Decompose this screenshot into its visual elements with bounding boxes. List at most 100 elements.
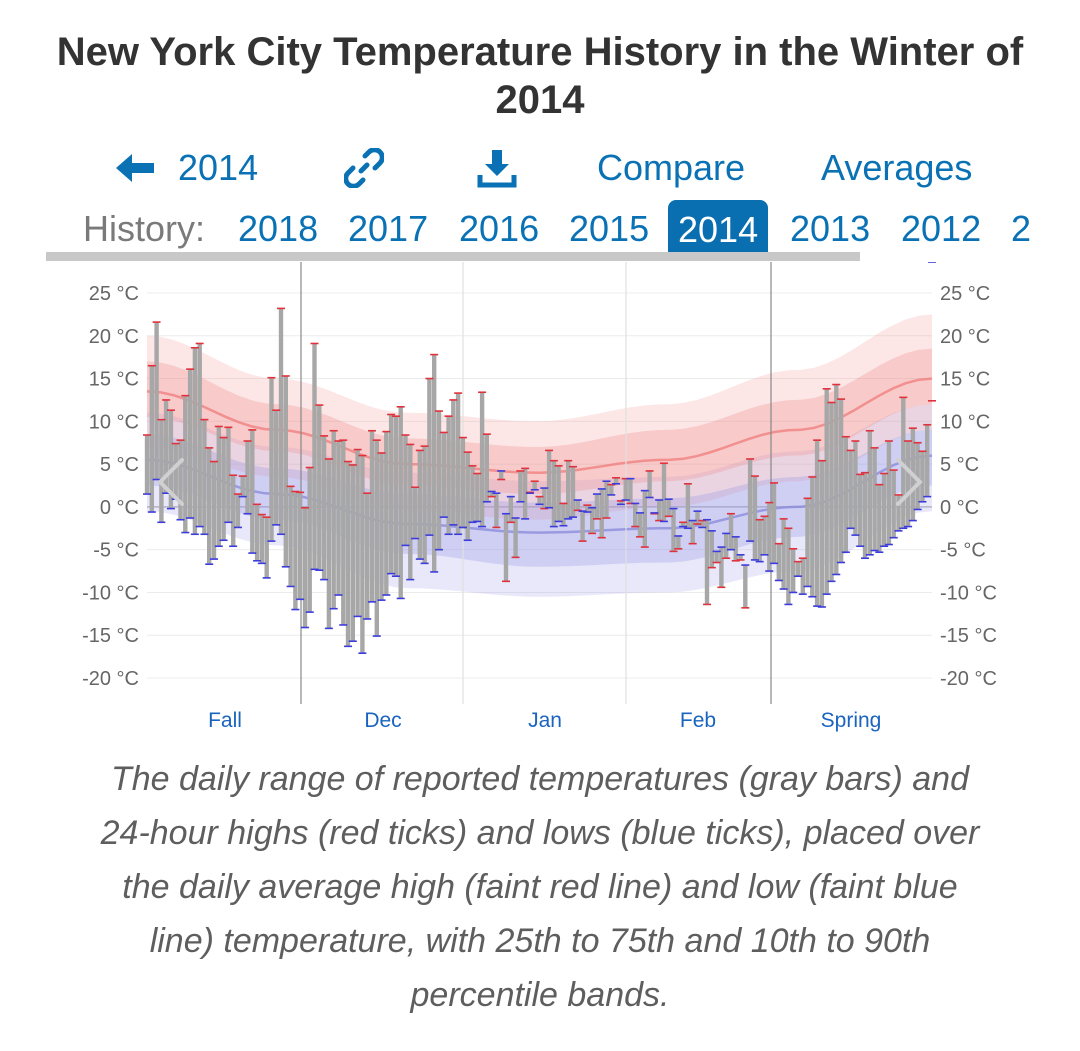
daily-range-bar — [819, 460, 825, 607]
daily-range-bar — [508, 496, 513, 523]
daily-range-bar — [776, 543, 781, 581]
year-link-truncated[interactable]: 2 — [1011, 208, 1032, 249]
year-link-2014-active[interactable]: 2014 — [668, 200, 769, 260]
daily-range-bar — [489, 491, 494, 497]
year-link-2015[interactable]: 2015 — [569, 208, 650, 249]
daily-range-bar — [728, 513, 734, 550]
daily-range-bar — [470, 465, 475, 523]
daily-range-bar — [561, 503, 566, 526]
daily-range-bar — [312, 343, 317, 570]
daily-range-bar — [628, 478, 633, 504]
year-link-2012[interactable]: 2012 — [901, 208, 982, 249]
daily-range-bar — [862, 472, 868, 559]
year-link-2013[interactable]: 2013 — [790, 208, 871, 249]
daily-range-bar — [537, 496, 542, 505]
daily-range-bar — [240, 476, 245, 497]
compare-link[interactable]: Compare — [597, 147, 746, 188]
daily-range-bar — [795, 561, 801, 577]
daily-range-bar — [499, 471, 504, 480]
daily-range-bar — [719, 547, 724, 588]
daily-range-bar — [479, 392, 485, 527]
y-tick-label-right: 0 °C — [940, 497, 979, 519]
daily-range-bar — [432, 354, 437, 572]
link-icon — [344, 148, 384, 188]
year-link-2016[interactable]: 2016 — [459, 208, 540, 249]
daily-range-bar — [838, 399, 844, 563]
daily-range-bar — [814, 440, 820, 607]
daily-range-bar — [881, 473, 887, 547]
daily-range-bar — [920, 451, 925, 502]
y-tick-label-right: 10 °C — [940, 411, 990, 433]
daily-range-bar — [599, 488, 604, 538]
daily-range-bar — [925, 424, 930, 497]
daily-range-bar — [752, 476, 758, 560]
y-tick-label-left: 10 °C — [89, 411, 139, 433]
daily-range-bar — [800, 558, 805, 595]
daily-range-bar — [853, 441, 858, 536]
averages-link[interactable]: Averages — [821, 147, 973, 188]
daily-range-bar — [513, 518, 518, 558]
y-tick-label-left: 20 °C — [89, 326, 139, 348]
temperature-chart: 25 °C 20 °C 15 °C 10 °C 5 °C 0 °C -5 °C -10 °C -… — [82, 262, 997, 732]
y-tick-label-right: 20 °C — [940, 326, 990, 348]
y-tick-label-left: -10 °C — [82, 582, 139, 604]
daily-range-bar — [283, 376, 288, 567]
daily-range-bar — [326, 459, 332, 629]
daily-range-bar — [259, 514, 265, 564]
daily-range-bar — [657, 500, 662, 521]
back-year-link[interactable]: 2014 — [116, 140, 258, 196]
daily-range-bar — [546, 450, 552, 508]
daily-range-bar — [422, 446, 427, 564]
y-tick-label-right: -5 °C — [940, 540, 986, 562]
daily-range-bar — [298, 492, 303, 600]
daily-range-bar — [264, 517, 269, 578]
history-scrollbar[interactable] — [46, 252, 860, 261]
daily-range-bar — [824, 388, 829, 595]
daily-range-bar — [834, 384, 839, 575]
daily-range-bar — [843, 436, 848, 553]
y-axis-left: 25 °C 20 °C 15 °C 10 °C 5 °C 0 °C -5 °C -10 °C -… — [82, 283, 139, 690]
daily-range-bar — [302, 507, 308, 628]
daily-range-bar — [345, 461, 351, 647]
daily-range-bar — [666, 499, 671, 517]
daily-range-bar — [226, 427, 231, 523]
daily-range-bar — [388, 414, 394, 574]
x-axis-label: Spring — [821, 709, 882, 732]
daily-range-bar — [709, 530, 714, 568]
daily-range-bar — [886, 441, 892, 545]
daily-range-bar — [163, 399, 169, 494]
daily-range-bar — [685, 483, 691, 529]
daily-range-bar — [460, 437, 466, 528]
daily-range-bar — [254, 504, 260, 561]
daily-range-bar — [623, 478, 628, 501]
daily-range-bar — [637, 512, 643, 537]
chart-caption: The daily range of reported temperatures… — [100, 760, 980, 1014]
daily-range-bar — [896, 494, 901, 531]
link-button[interactable] — [344, 140, 384, 196]
daily-range-bar — [441, 432, 446, 518]
daily-range-bar — [805, 498, 810, 587]
daily-range-bar — [585, 505, 590, 512]
daily-range-bar — [700, 520, 705, 528]
download-button[interactable] — [477, 140, 517, 196]
year-link-2018[interactable]: 2018 — [238, 208, 319, 249]
daily-range-bar — [475, 473, 480, 522]
daily-range-bar — [288, 486, 293, 587]
daily-range-bar — [542, 488, 547, 509]
daily-range-bar — [374, 440, 379, 637]
daily-range-bar — [891, 470, 896, 538]
daily-range-bar — [178, 440, 183, 520]
daily-range-bar — [350, 465, 355, 642]
daily-range-bar — [757, 519, 762, 562]
y-tick-label-left: -5 °C — [93, 540, 139, 562]
chevron-right-icon[interactable] — [896, 458, 923, 506]
daily-range-bar — [786, 528, 791, 605]
daily-range-bar — [379, 453, 384, 601]
daily-range-bar — [154, 322, 159, 480]
chevron-left-icon[interactable] — [157, 458, 184, 506]
daily-range-bar — [245, 441, 250, 514]
year-link-2017[interactable]: 2017 — [348, 208, 429, 249]
daily-range-bar — [738, 554, 743, 560]
scroll-arrows — [157, 458, 923, 506]
daily-range-bar — [647, 471, 652, 498]
